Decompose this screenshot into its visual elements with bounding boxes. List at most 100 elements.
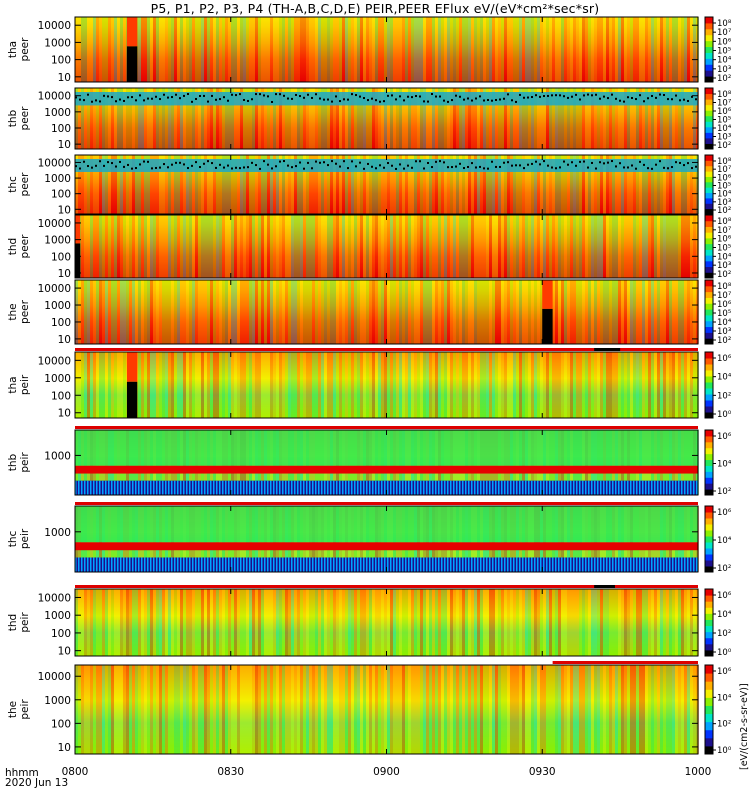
colorbar-cell	[705, 160, 713, 167]
colorbar-tick-label: 10⁶	[717, 508, 732, 518]
colorbar-tick-label: 10⁴	[717, 610, 732, 620]
flag-bar-red	[75, 585, 698, 588]
colorbar: 10⁶ 10⁴ 10²	[704, 429, 732, 497]
data-gap-cap	[126, 352, 138, 382]
heatmap-texture	[75, 665, 699, 754]
y-tick-label: 10	[58, 72, 71, 84]
colorbar-cell	[705, 297, 713, 304]
colorbar-tick-label: 10²	[717, 270, 731, 280]
heatmap-texture	[75, 88, 699, 149]
y-axis-label-type: peer	[19, 299, 31, 324]
y-tick-label: 1000	[44, 695, 71, 707]
panel-the-peir: 10 100 1000 10000 the peir 10⁶ 10⁴ 10² 10⁰	[7, 661, 732, 756]
colorbar-cell	[705, 376, 713, 383]
colorbar-tick-label: 10⁴	[717, 318, 732, 328]
colorbar-cell	[705, 352, 713, 359]
heatmap-base	[75, 352, 698, 418]
colorbar-tick-label: 10²	[717, 564, 731, 574]
colorbar-cell	[705, 314, 713, 322]
x-tick-label: 0830	[217, 766, 244, 778]
colorbar-cell	[705, 22, 713, 30]
panel-the-peer: 10 100 1000 10000 the peer 10⁸10⁷10⁶10⁵10⁴10³1…	[7, 279, 732, 346]
y-tick-label: 100	[51, 317, 71, 329]
panel-tha-peer: 10 100 1000 10000 tha peer 10⁸10⁷10⁶10⁵10⁴10³1…	[7, 16, 732, 84]
colorbar-cell	[705, 155, 713, 161]
y-tick-label: 1000	[44, 235, 71, 247]
colorbar-tick-label: 10⁴	[717, 56, 732, 66]
y-tick-label: 1000	[44, 107, 71, 119]
colorbar-cell	[705, 471, 713, 478]
colorbar-cell	[705, 115, 713, 122]
colorbar-cell	[705, 280, 713, 287]
heatmap-band	[75, 430, 698, 495]
y-axis-label-type: peir	[19, 528, 31, 549]
heatmap-base	[75, 589, 698, 656]
colorbar-tick-label: 10²	[717, 74, 731, 84]
y-tick-label: 100	[51, 189, 71, 201]
colorbar-cell	[705, 737, 713, 747]
y-axis-label-probe: tha	[7, 41, 19, 58]
colorbar-tick-label: 10⁶	[717, 591, 732, 601]
colorbar-cell	[705, 237, 713, 245]
colorbar-tick-label: 10⁰	[717, 648, 732, 658]
heatmap-base	[75, 665, 698, 754]
y-axis-label-probe: thc	[7, 531, 19, 548]
colorbar-cell	[705, 435, 713, 443]
colorbar-cell	[705, 243, 713, 250]
colorbar: 10⁶ 10⁴ 10²	[704, 505, 732, 574]
colorbar-cell	[705, 249, 713, 256]
colorbar-cell	[705, 358, 713, 365]
flag-bar-red	[75, 426, 698, 429]
colorbar-cell	[705, 430, 713, 437]
colorbar-tick-label: 10⁸	[717, 217, 732, 227]
colorbar-tick-label: 10²	[717, 141, 731, 151]
colorbar-tick-label: 10⁷	[717, 226, 732, 236]
colorbar-cell	[705, 649, 713, 657]
colorbar-cell	[705, 447, 713, 455]
colorbar-cell	[705, 143, 713, 150]
y-axis-label-type: peir	[19, 452, 31, 473]
y-axis-label-type: peir	[19, 612, 31, 633]
colorbar-frame	[704, 351, 714, 419]
x-tick-label: 1000	[685, 766, 712, 778]
y-tick-label: 10000	[38, 355, 71, 367]
colorbar-tick-label: 10⁶	[717, 300, 732, 310]
colorbar: 10⁶ 10⁴ 10² 10⁰	[704, 664, 732, 756]
colorbar-cell	[705, 625, 713, 633]
y-tick-label: 10000	[38, 20, 71, 32]
colorbar-cell	[705, 320, 713, 328]
y-tick-label: 10	[58, 646, 71, 658]
colorbar-frame	[704, 429, 714, 496]
colorbar-cell	[705, 536, 713, 543]
colorbar-tick-label: 10²	[717, 336, 731, 346]
colorbar-frame	[704, 279, 714, 345]
colorbar-cell	[705, 745, 713, 755]
colorbar-tick-label: 10⁵	[717, 309, 731, 319]
colorbar-tick-label: 10²	[717, 720, 731, 730]
panel-thb-peer: 10 100 1000 10000 thb peer 10⁸10⁷10⁶10⁵10⁴10³1…	[7, 87, 732, 151]
colorbar: 10⁶ 10⁴ 10² 10⁰	[704, 351, 732, 420]
colorbar-tick-label: 10⁸	[717, 90, 732, 100]
colorbar-tick-label: 10⁵	[717, 116, 731, 126]
heatmap-texture	[75, 155, 699, 214]
colorbar-tick-label: 10⁷	[717, 99, 732, 109]
colorbar-cell	[705, 388, 713, 395]
colorbar-tick-label: 10⁶	[717, 432, 732, 442]
colorbar-cell	[705, 542, 713, 549]
colorbar-tick-label: 10³	[717, 133, 731, 143]
colorbar-cell	[705, 637, 713, 645]
y-axis-label-type: peir	[19, 374, 31, 395]
colorbar-tick-label: 10⁶	[717, 235, 732, 245]
colorbar-cell	[705, 260, 713, 268]
x-tick-label: 0930	[529, 766, 556, 778]
panel-tha-peir: 10 100 1000 10000 tha peir 10⁶ 10⁴ 10² 10⁰	[7, 348, 732, 420]
colorbar-frame	[704, 664, 714, 755]
y-axis-label-type: peer	[19, 234, 31, 259]
flag-bar-black	[594, 585, 615, 588]
colorbar-cell	[705, 607, 713, 614]
y-tick-label: 100	[51, 55, 71, 67]
colorbar-cell	[705, 255, 713, 262]
